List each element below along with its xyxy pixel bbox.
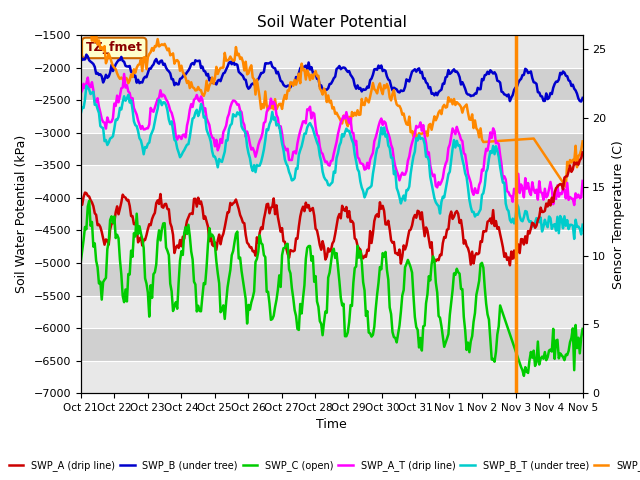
SWP_A_T (drip line)	[579, 178, 586, 184]
Text: TZ_fmet: TZ_fmet	[86, 41, 143, 54]
SWP_C_T	[562, 184, 570, 190]
SWP_A (drip line)	[579, 150, 586, 156]
SWP_A (drip line)	[77, 201, 84, 206]
SWP_C (open)	[228, 252, 236, 258]
SWP_C (open)	[554, 337, 561, 343]
SWP_B (under tree)	[298, 63, 305, 69]
SWP_B_T (under tree)	[77, 111, 84, 117]
Y-axis label: Sensor Temperature (C): Sensor Temperature (C)	[612, 140, 625, 288]
SWP_A (drip line)	[296, 214, 304, 219]
SWP_C_T	[140, 55, 147, 60]
X-axis label: Time: Time	[316, 419, 347, 432]
SWP_A_T (drip line)	[570, 202, 578, 208]
SWP_B_T (under tree)	[298, 144, 305, 149]
SWP_A (drip line)	[506, 263, 514, 268]
SWP_C_T	[253, 77, 260, 83]
Line: SWP_A_T (drip line): SWP_A_T (drip line)	[81, 74, 582, 205]
Bar	[81, 296, 582, 328]
SWP_B (under tree)	[228, 61, 236, 67]
SWP_B_T (under tree)	[579, 222, 586, 228]
SWP_A_T (drip line)	[120, 71, 128, 77]
SWP_A_T (drip line)	[552, 196, 560, 202]
SWP_B (under tree)	[577, 99, 585, 105]
SWP_A_T (drip line)	[244, 133, 252, 139]
Line: SWP_B_T (under tree): SWP_B_T (under tree)	[81, 86, 582, 239]
SWP_B_T (under tree)	[552, 228, 560, 234]
SWP_A_T (drip line)	[253, 149, 260, 155]
Bar	[81, 360, 582, 393]
SWP_C_T	[228, 56, 236, 62]
SWP_B_T (under tree)	[228, 121, 236, 127]
SWP_B (under tree)	[253, 77, 260, 83]
SWP_C_T	[78, 20, 86, 25]
SWP_B (under tree)	[140, 75, 147, 81]
SWP_B (under tree)	[244, 86, 252, 92]
SWP_B (under tree)	[552, 79, 560, 84]
SWP_A (drip line)	[138, 242, 146, 248]
Line: SWP_C (open): SWP_C (open)	[81, 201, 582, 376]
SWP_B_T (under tree)	[83, 83, 90, 89]
SWP_B (under tree)	[77, 59, 84, 64]
SWP_B (under tree)	[83, 52, 90, 58]
SWP_C_T	[579, 139, 586, 144]
SWP_A (drip line)	[243, 240, 251, 246]
SWP_C_T	[298, 61, 305, 67]
Bar	[81, 100, 582, 133]
SWP_C_T	[552, 169, 560, 175]
SWP_B_T (under tree)	[570, 236, 578, 242]
SWP_A_T (drip line)	[140, 127, 147, 132]
SWP_A (drip line)	[552, 185, 560, 191]
SWP_C (open)	[579, 326, 586, 332]
Y-axis label: Soil Water Potential (kPa): Soil Water Potential (kPa)	[15, 135, 28, 293]
SWP_B_T (under tree)	[253, 162, 260, 168]
SWP_B (under tree)	[579, 95, 586, 101]
SWP_C_T	[77, 31, 84, 37]
SWP_C (open)	[244, 302, 252, 308]
SWP_C_T	[244, 71, 252, 76]
SWP_A_T (drip line)	[228, 100, 236, 106]
Bar	[81, 133, 582, 166]
Title: Soil Water Potential: Soil Water Potential	[257, 15, 406, 30]
Bar	[81, 36, 582, 68]
SWP_A_T (drip line)	[77, 90, 84, 96]
Line: SWP_C_T: SWP_C_T	[81, 23, 582, 187]
Bar	[81, 68, 582, 100]
SWP_A (drip line)	[227, 200, 234, 206]
Bar	[81, 230, 582, 263]
Bar	[81, 328, 582, 360]
Bar	[81, 198, 582, 230]
Bar	[81, 263, 582, 296]
SWP_C (open)	[253, 256, 260, 262]
SWP_A_T (drip line)	[298, 123, 305, 129]
SWP_C (open)	[520, 373, 528, 379]
SWP_C (open)	[140, 245, 147, 251]
SWP_B_T (under tree)	[244, 151, 252, 156]
SWP_C (open)	[298, 311, 305, 316]
SWP_A (drip line)	[252, 253, 259, 259]
Line: SWP_B (under tree): SWP_B (under tree)	[81, 55, 582, 102]
SWP_B_T (under tree)	[140, 151, 147, 157]
SWP_C (open)	[85, 198, 93, 204]
Bar	[81, 166, 582, 198]
Legend: SWP_A (drip line), SWP_B (under tree), SWP_C (open), SWP_A_T (drip line), SWP_B_: SWP_A (drip line), SWP_B (under tree), S…	[5, 456, 640, 475]
Line: SWP_A (drip line): SWP_A (drip line)	[81, 153, 582, 265]
SWP_C (open)	[77, 259, 84, 264]
